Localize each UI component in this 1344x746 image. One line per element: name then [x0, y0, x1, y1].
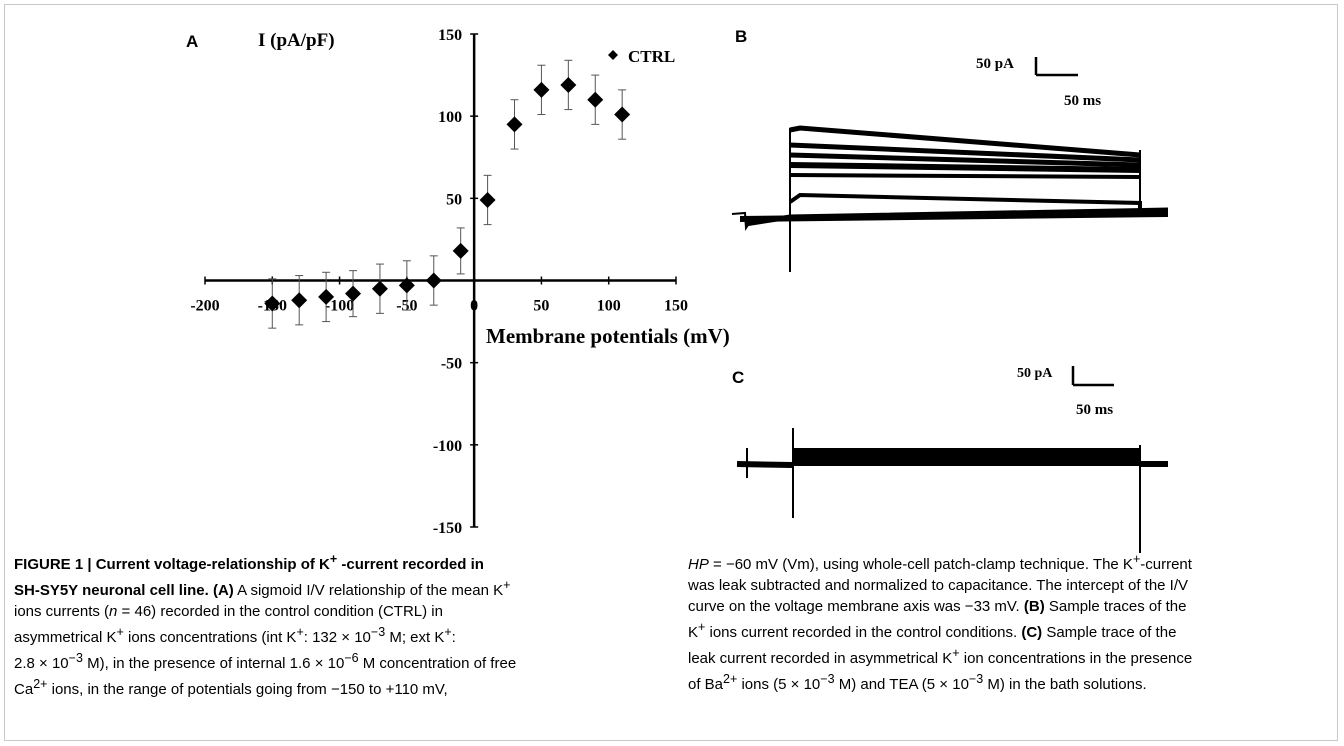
data-point	[291, 292, 308, 309]
caption-left-line-2: SH-SY5Y neuronal cell line. (A) A sigmoi…	[14, 578, 511, 599]
panel-b-traces	[731, 125, 1169, 272]
iv-plot-tick-labels: -200-150-100-5005010015015010050-50-100-…	[190, 27, 688, 537]
y-tick-label: -50	[441, 356, 462, 373]
y-tick-label: 100	[438, 109, 462, 126]
panel-c-time-scale: 50 ms	[1076, 402, 1114, 418]
x-tick-label: 150	[664, 298, 688, 315]
data-point	[452, 242, 469, 259]
caption-right-line-3: curve on the voltage membrane axis was −…	[688, 598, 1187, 615]
caption-right: HP = −60 mV (Vm), using whole-cell patch…	[688, 549, 1336, 695]
data-point	[587, 91, 604, 108]
caption-right-line-4: K+ ions current recorded in the control …	[688, 620, 1177, 641]
y-axis-label: I (pA/pF)	[258, 30, 335, 51]
caption-right-line-6: of Ba2+ ions (5 × 10−3 M) and TEA (5 × 1…	[688, 672, 1147, 693]
caption-left-line-5: 2.8 × 10−3 M), in the presence of intern…	[14, 651, 517, 672]
x-tick-label: 100	[597, 298, 621, 315]
y-tick-label: -100	[433, 438, 462, 455]
data-point	[264, 295, 281, 312]
x-tick-label: -200	[190, 298, 219, 315]
x-tick-label: 0	[470, 298, 478, 315]
y-tick-label: -150	[433, 520, 462, 537]
y-tick-label: 150	[438, 27, 462, 44]
caption-left-line-1: FIGURE 1 | Current voltage-relationship …	[14, 552, 484, 573]
caption-right-line-1: HP = −60 mV (Vm), using whole-cell patch…	[688, 552, 1192, 573]
panel-c-trace	[736, 428, 1168, 553]
data-point	[533, 81, 550, 98]
data-point	[560, 76, 577, 93]
x-tick-label: 50	[533, 298, 549, 315]
x-axis-label: Membrane potentials (mV)	[486, 324, 730, 348]
y-tick-label: 50	[446, 191, 462, 208]
panel-b-label: B	[735, 27, 748, 46]
data-point	[318, 288, 335, 305]
caption-right-line-2: was leak subtracted and normalized to ca…	[688, 577, 1189, 594]
data-point	[479, 191, 496, 208]
data-point	[398, 277, 415, 294]
data-point	[425, 272, 442, 289]
data-point	[345, 285, 362, 302]
data-point	[614, 106, 631, 123]
legend-label: CTRL	[628, 47, 675, 66]
panel-b-scalebar	[1034, 57, 1078, 77]
data-point	[506, 116, 523, 133]
data-point	[371, 280, 388, 297]
panel-b-time-scale: 50 ms	[1064, 93, 1102, 109]
panel-c-current-scale: 50 pA	[1017, 366, 1053, 381]
caption-left-line-4: asymmetrical K+ ions concentrations (int…	[14, 625, 456, 646]
caption-left: FIGURE 1 | Current voltage-relationship …	[14, 549, 664, 700]
figure-frame	[4, 4, 1338, 741]
panel-c-label: C	[732, 368, 745, 387]
caption-right-line-5: leak current recorded in asymmetrical K+…	[688, 646, 1193, 667]
caption-left-line-6: Ca2+ ions, in the range of potentials go…	[14, 677, 448, 698]
panel-a-label: A	[186, 32, 199, 51]
panel-c-scalebar	[1071, 366, 1114, 387]
iv-plot-points	[264, 59, 631, 329]
caption-left-line-3: ions currents (n = 46) recorded in the c…	[14, 603, 443, 620]
x-tick-label: -100	[325, 298, 354, 315]
panel-b-current-scale: 50 pA	[976, 56, 1014, 72]
legend-marker	[608, 50, 618, 60]
